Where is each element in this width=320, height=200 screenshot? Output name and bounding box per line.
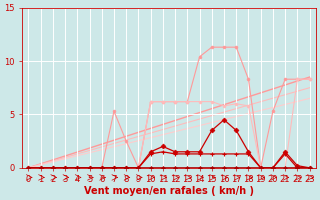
X-axis label: Vent moyen/en rafales ( km/h ): Vent moyen/en rafales ( km/h ) — [84, 186, 254, 196]
